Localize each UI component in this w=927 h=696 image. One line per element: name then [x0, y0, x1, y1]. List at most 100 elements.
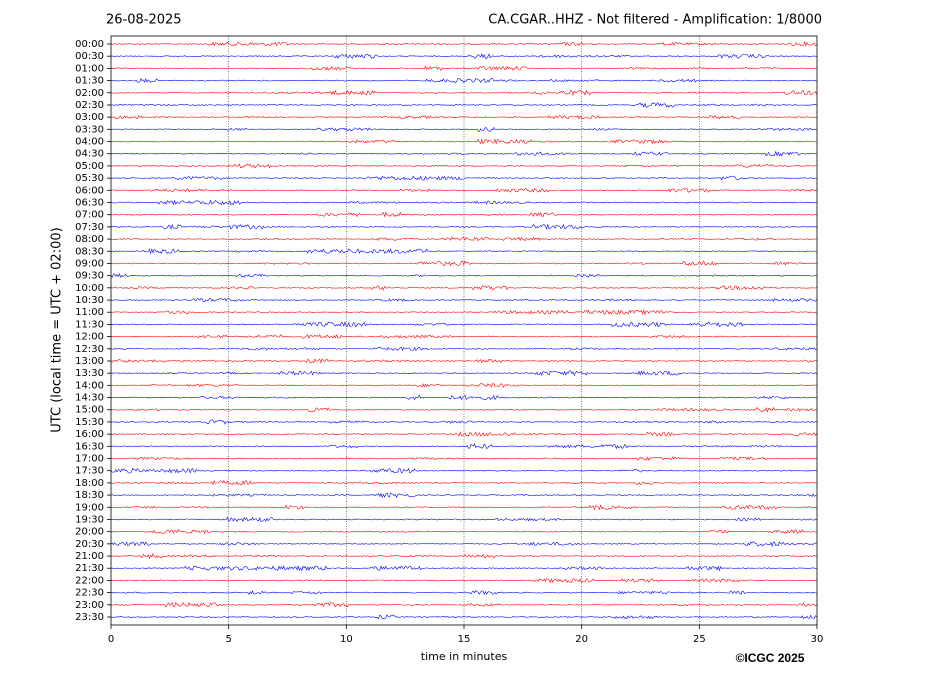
y-tick-label: 07:30: [75, 222, 104, 233]
trace: [110, 467, 817, 474]
credit: ©ICGC 2025: [736, 651, 805, 665]
trace: [110, 89, 817, 97]
trace: [110, 273, 817, 278]
trace: [110, 590, 817, 596]
x-tick-label: 20: [575, 634, 588, 645]
trace: [110, 321, 817, 328]
trace: [110, 431, 817, 437]
y-tick-label: 17:00: [75, 454, 104, 465]
y-tick-label: 19:30: [75, 514, 104, 525]
x-tick-label: 25: [693, 634, 706, 645]
x-tick-label: 5: [225, 634, 231, 645]
y-tick-label: 23:00: [75, 600, 104, 611]
y-tick-label: 12:00: [75, 332, 104, 343]
trace: [110, 211, 817, 218]
trace: [110, 504, 817, 511]
y-tick-label: 03:30: [75, 124, 104, 135]
x-tick-label: 15: [458, 634, 471, 645]
y-tick-label: 20:00: [75, 527, 104, 538]
trace: [110, 601, 817, 608]
trace: [110, 163, 817, 169]
trace: [110, 78, 817, 84]
trace: [111, 248, 817, 255]
x-axis-label: time in minutes: [421, 650, 508, 663]
trace: [110, 260, 817, 267]
trace: [110, 53, 817, 60]
trace: [110, 370, 817, 377]
trace: [111, 285, 817, 291]
trace: [110, 443, 817, 450]
y-tick-label: 20:30: [75, 539, 104, 550]
y-tick-label: 18:00: [75, 478, 104, 489]
y-tick-label: 06:00: [75, 185, 104, 196]
trace: [110, 298, 817, 303]
y-tick-label: 19:00: [75, 502, 104, 513]
y-tick-label: 22:30: [75, 588, 104, 599]
y-tick-label: 15:30: [75, 417, 104, 428]
trace: [110, 150, 817, 157]
trace: [110, 65, 817, 71]
y-tick-label: 16:30: [75, 441, 104, 452]
y-tick-label: 05:00: [75, 161, 104, 172]
trace: [110, 346, 817, 351]
y-tick-label: 06:30: [75, 197, 104, 208]
trace: [110, 187, 817, 193]
y-tick-label: 11:30: [75, 319, 104, 330]
trace: [110, 541, 817, 548]
trace: [110, 614, 817, 620]
trace: [111, 102, 817, 108]
trace: [110, 383, 817, 388]
trace: [111, 114, 817, 120]
trace: [110, 552, 817, 560]
trace: [110, 492, 817, 499]
x-tick-label: 0: [108, 634, 114, 645]
y-tick-label: 00:30: [75, 51, 104, 62]
y-tick-label: 07:00: [75, 210, 104, 221]
y-tick-label: 09:30: [75, 271, 104, 282]
y-tick-label: 13:00: [75, 356, 104, 367]
trace: [110, 480, 817, 486]
y-tick-label: 21:00: [75, 551, 104, 562]
y-tick-label: 21:30: [75, 563, 104, 574]
y-tick-label: 23:30: [75, 612, 104, 623]
y-tick-label: 16:00: [75, 429, 104, 440]
trace: [110, 138, 817, 145]
trace: [110, 578, 817, 584]
y-tick-label: 04:00: [75, 137, 104, 148]
y-tick-label: 10:00: [75, 283, 104, 294]
y-tick-label: 11:00: [75, 307, 104, 318]
y-tick-label: 01:00: [75, 63, 104, 74]
y-tick-label: 08:00: [75, 234, 104, 245]
y-tick-label: 14:00: [75, 380, 104, 391]
y-tick-label: 14:30: [75, 393, 104, 404]
trace: [110, 126, 817, 132]
y-axis-label: UTC (local time = UTC + 02:00): [50, 227, 65, 432]
y-tick-label: 22:00: [75, 575, 104, 586]
y-tick-label: 15:00: [75, 405, 104, 416]
x-tick-label: 10: [340, 634, 353, 645]
trace: [110, 175, 817, 181]
y-tick-label: 04:30: [75, 149, 104, 160]
date: 26-08-2025: [106, 13, 182, 28]
y-tick-label: 10:30: [75, 295, 104, 306]
trace: [110, 41, 817, 47]
trace: [110, 358, 817, 364]
trace: [110, 334, 817, 339]
y-tick-label: 01:30: [75, 76, 104, 87]
trace: [110, 516, 817, 523]
y-tick-label: 08:30: [75, 246, 104, 257]
y-tick-label: 03:00: [75, 112, 104, 123]
y-tick-label: 12:30: [75, 344, 104, 355]
trace: [111, 419, 817, 425]
trace: [111, 394, 817, 401]
trace: [110, 529, 817, 535]
trace: [110, 236, 817, 242]
trace: [110, 223, 817, 230]
y-tick-label: 13:30: [75, 368, 104, 379]
y-tick-label: 18:30: [75, 490, 104, 501]
y-tick-label: 05:30: [75, 173, 104, 184]
x-tick-label: 30: [811, 634, 824, 645]
y-tick-label: 02:00: [75, 88, 104, 99]
